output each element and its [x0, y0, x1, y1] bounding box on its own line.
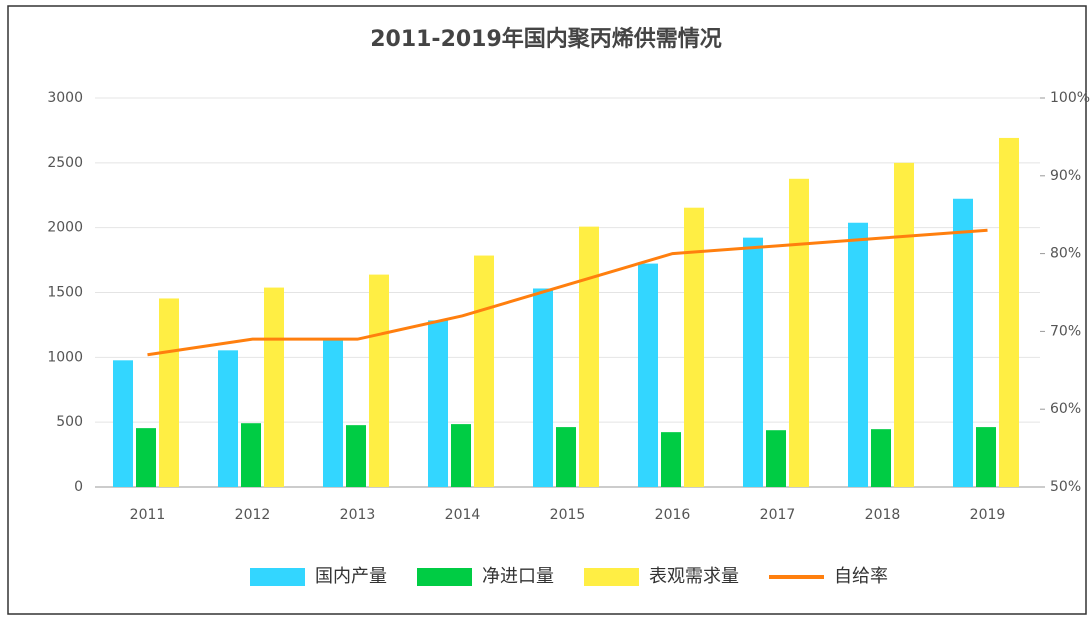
y-tick-label: 0 [74, 479, 83, 495]
y-tick-label: 2000 [47, 220, 83, 236]
bar [871, 429, 891, 487]
legend-label: 净进口量 [482, 566, 554, 587]
bar [428, 320, 448, 487]
bar [136, 428, 156, 487]
legend-swatch [417, 568, 472, 586]
bar [684, 207, 704, 487]
y2-tick-label: 90% [1050, 168, 1081, 184]
y-tick-label: 3000 [47, 90, 83, 106]
bar [346, 425, 366, 487]
bar [264, 287, 284, 487]
bar [241, 423, 261, 487]
legend-swatch [584, 568, 639, 586]
bar [848, 222, 868, 488]
bar [953, 198, 973, 487]
line [147, 228, 988, 357]
bar [218, 350, 238, 487]
x-tick-label: 2014 [445, 507, 481, 523]
x-tick-label: 2018 [865, 507, 901, 523]
y-tick-label: 2500 [47, 155, 83, 171]
bar [743, 237, 763, 487]
y-tick-label: 500 [56, 414, 83, 430]
y2-tick-label: 80% [1050, 246, 1081, 262]
bar [474, 255, 494, 487]
bar [579, 226, 599, 487]
bar [999, 137, 1019, 488]
legend-swatch [250, 568, 305, 586]
x-tick-label: 2017 [760, 507, 796, 523]
bar [113, 360, 133, 487]
bar [638, 263, 658, 487]
bar [533, 288, 553, 487]
x-tick-label: 2016 [655, 507, 691, 523]
y2-tick-label: 60% [1050, 401, 1081, 417]
y-tick-label: 1500 [47, 285, 83, 301]
x-tick-label: 2012 [235, 507, 271, 523]
x-tick-label: 2011 [130, 507, 166, 523]
x-tick-label: 2013 [340, 507, 376, 523]
bar [323, 340, 343, 487]
frame [7, 5, 1087, 615]
chart-title: 2011-2019年国内聚丙烯供需情况 [370, 26, 722, 52]
y2-tick-label: 70% [1050, 323, 1081, 339]
bar [976, 427, 996, 487]
legend-label: 国内产量 [315, 566, 387, 587]
bar [789, 178, 809, 487]
legend-label: 表观需求量 [649, 566, 739, 587]
y2-tick-label: 100% [1050, 90, 1090, 106]
legend-label: 自给率 [834, 566, 888, 587]
bar [159, 298, 179, 487]
bar [661, 432, 681, 487]
bar [894, 162, 914, 488]
x-tick-label: 2015 [550, 507, 586, 523]
bar [451, 424, 471, 487]
bar [766, 430, 786, 487]
y2-tick-label: 50% [1050, 479, 1081, 495]
y-tick-label: 1000 [47, 349, 83, 365]
bar [369, 274, 389, 487]
x-tick-label: 2019 [970, 507, 1006, 523]
bar [556, 427, 576, 487]
